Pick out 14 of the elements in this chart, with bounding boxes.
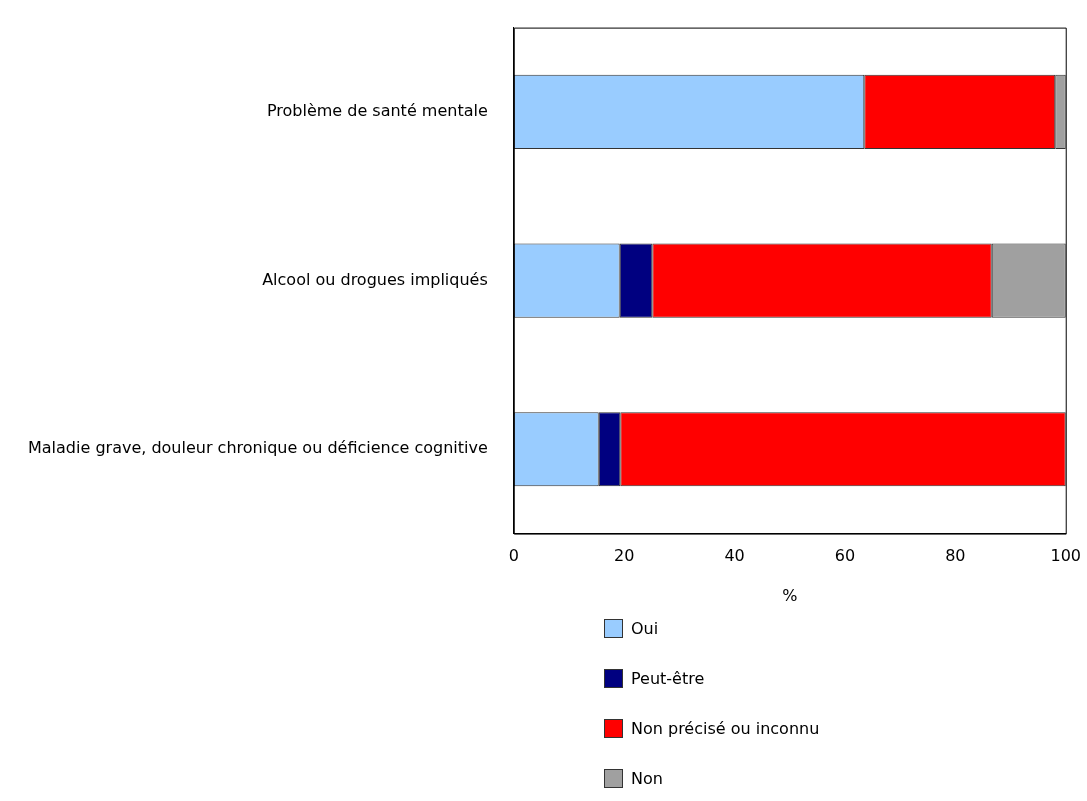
y-tick-label: Problème de santé mentale [266, 101, 488, 121]
y-tick-label: Alcool ou drogues impliqués [262, 269, 488, 289]
x-axis-title: % [782, 585, 798, 605]
x-tick-label: 0 [508, 546, 519, 566]
x-tick-label: 60 [834, 546, 856, 566]
legend-label: Non précisé ou inconnu [631, 718, 820, 738]
legend-label: Peut-être [631, 668, 705, 688]
legend-label: Oui [631, 618, 659, 638]
x-tick-label: 100 [1050, 546, 1081, 566]
x-tick-label: 20 [613, 546, 635, 566]
x-tick-label: 40 [724, 546, 745, 566]
y-tick-label: Maladie grave, douleur chronique ou déficience cognitive [28, 438, 488, 458]
legend-label: Non [631, 768, 663, 788]
x-tick-label: 80 [945, 546, 966, 566]
